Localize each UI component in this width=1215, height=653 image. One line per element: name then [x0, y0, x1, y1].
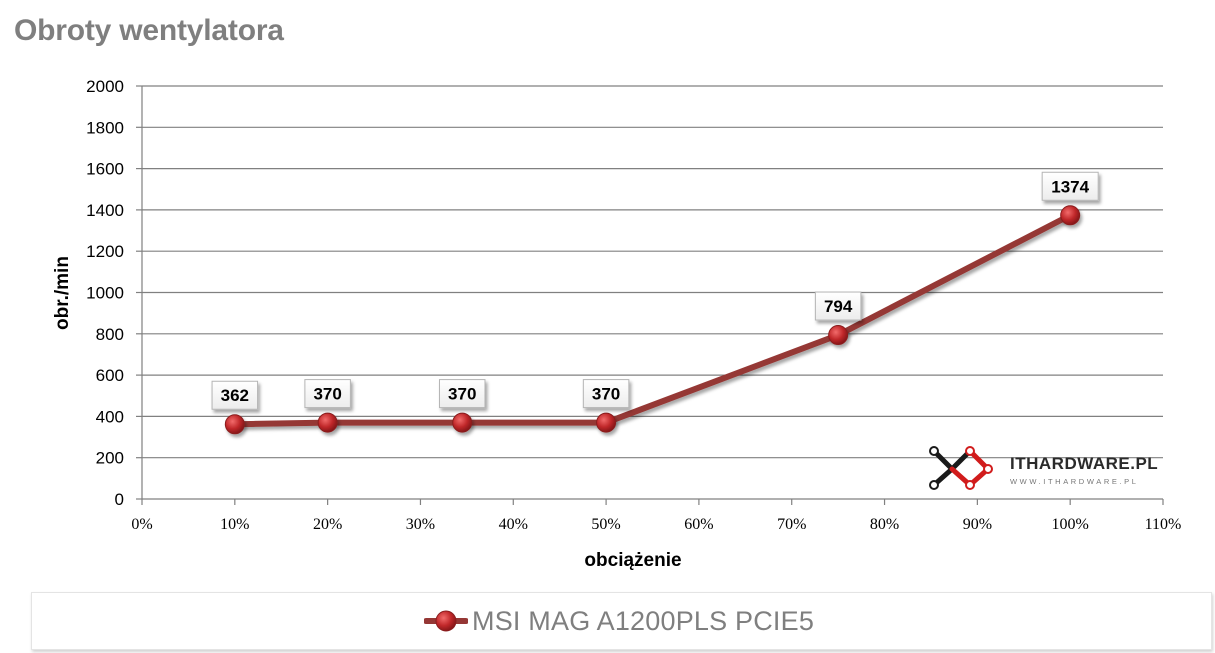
data-label-box: [814, 291, 862, 321]
y-axis-label: obr./min: [52, 256, 73, 330]
data-point: [317, 412, 338, 433]
grid-lines: [136, 85, 1163, 500]
data-label-box: [211, 380, 259, 410]
x-tick-label: 10%: [220, 516, 249, 533]
data-label: 362: [221, 386, 249, 405]
data-label-box: [438, 379, 486, 409]
x-tick-label: 50%: [591, 516, 620, 533]
x-tick-label: 70%: [777, 516, 806, 533]
y-tick-label: 1200: [86, 242, 124, 261]
ithardware-logo-icon: [929, 446, 993, 490]
data-label-box: [1041, 171, 1099, 201]
x-tick-label: 80%: [870, 516, 899, 533]
legend-swatch-icon: [424, 610, 468, 632]
ithardware-url: WWW.ITHARDWARE.PL: [1010, 477, 1139, 486]
x-tick-label: 20%: [313, 516, 342, 533]
data-point: [1060, 205, 1081, 226]
chart-title: Obroty wentylatora: [14, 14, 284, 47]
data-label: 370: [313, 385, 341, 404]
x-tick-label: 40%: [499, 516, 528, 533]
axes: [141, 86, 1164, 505]
x-tick-label: 30%: [406, 516, 435, 533]
ithardware-logo: ITHARDWARE.PL WWW.ITHARDWARE.PL: [929, 446, 1158, 490]
y-tick-label: 600: [96, 366, 124, 385]
y-tick-label: 400: [96, 407, 124, 426]
chart-canvas: 0 200 400 600 800 1000 1200 1400 1600 1800 2000 0%…: [52, 77, 1181, 571]
series-msi-mag-a1200pls: [224, 205, 1081, 435]
data-label-box: [582, 379, 630, 409]
y-tick-label: 1800: [86, 118, 124, 137]
data-label: 370: [448, 385, 476, 404]
y-tick-label: 1600: [86, 160, 124, 179]
x-tick-label: 0%: [131, 516, 152, 533]
legend: MSI MAG A1200PLS PCIE5: [31, 592, 1212, 650]
y-tick-label: 800: [96, 325, 124, 344]
data-point: [224, 414, 245, 435]
x-axis-label: obciążenie: [584, 550, 681, 571]
y-tick-label: 0: [115, 490, 124, 509]
y-tick-label: 2000: [86, 77, 124, 96]
y-tick-label: 1400: [86, 201, 124, 220]
x-tick-label: 100%: [1052, 516, 1089, 533]
y-tick-label: 200: [96, 449, 124, 468]
legend-item: MSI MAG A1200PLS PCIE5: [424, 599, 814, 643]
y-tick-label: 1000: [86, 284, 124, 303]
data-labels: 362 370 370 370 794 1374: [211, 171, 1099, 410]
x-tick-label: 60%: [684, 516, 713, 533]
data-point: [452, 412, 473, 433]
x-tick-labels: 0% 10% 20% 30% 40% 50% 60% 70% 80% 90% 100% 110%: [131, 516, 1181, 533]
legend-label: MSI MAG A1200PLS PCIE5: [472, 605, 815, 636]
ithardware-brand: ITHARDWARE.PL: [1010, 454, 1158, 473]
data-point: [828, 325, 849, 346]
data-point: [596, 412, 617, 433]
data-label: 1374: [1051, 177, 1089, 196]
data-label-box: [304, 379, 351, 409]
data-label: 794: [824, 297, 853, 316]
x-tick-label: 110%: [1145, 516, 1182, 533]
series-line: [231, 212, 1074, 428]
data-label: 370: [592, 385, 620, 404]
y-tick-labels: 0 200 400 600 800 1000 1200 1400 1600 1800 2000: [86, 77, 124, 509]
x-tick-label: 90%: [963, 516, 992, 533]
